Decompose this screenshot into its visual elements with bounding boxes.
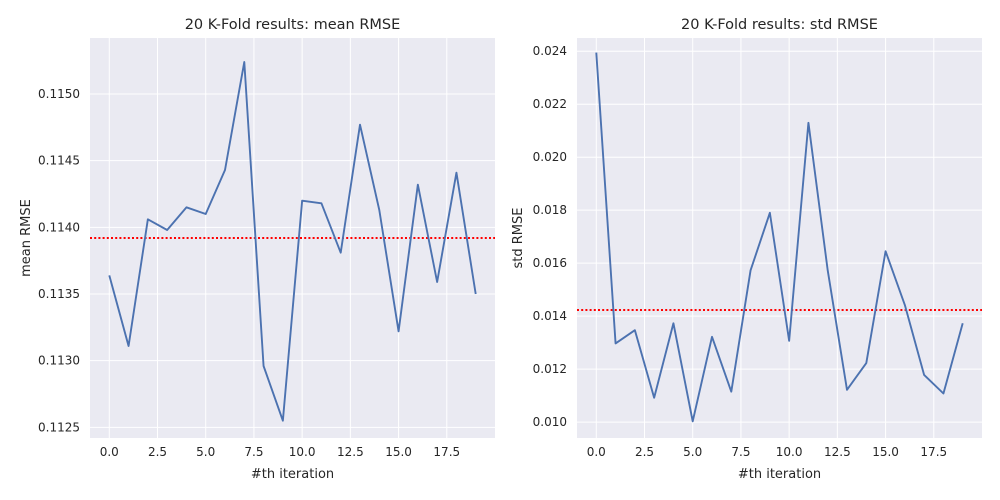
chart-title: 20 K-Fold results: std RMSE <box>681 17 878 33</box>
chart-title: 20 K-Fold results: mean RMSE <box>185 17 401 33</box>
x-tick-label: 15.0 <box>385 445 412 459</box>
y-tick-label: 0.024 <box>533 44 567 58</box>
x-tick-label: 12.5 <box>337 445 364 459</box>
x-tick-label: 17.5 <box>920 445 947 459</box>
y-tick-label: 0.020 <box>533 150 567 164</box>
y-tick-label: 0.012 <box>533 362 567 376</box>
x-tick-label: 10.0 <box>289 445 316 459</box>
x-tick-label: 2.5 <box>148 445 167 459</box>
x-tick-label: 10.0 <box>776 445 803 459</box>
y-tick-labels: 0.1125 0.1130 0.1135 0.1140 0.1145 0.1150 <box>38 87 80 434</box>
y-tick-label: 0.1130 <box>38 354 80 368</box>
y-tick-label: 0.018 <box>533 203 567 217</box>
series-line <box>595 52 964 423</box>
y-axis-label: mean RMSE <box>19 199 34 277</box>
y-tick-label: 0.1150 <box>38 87 80 101</box>
y-tick-label: 0.1145 <box>38 154 80 168</box>
x-tick-label: 0.0 <box>587 445 606 459</box>
data-points <box>109 61 476 421</box>
x-tick-labels: 0.0 2.5 5.0 7.5 10.0 12.5 15.0 17.5 <box>587 445 947 459</box>
y-tick-label: 0.014 <box>533 309 567 323</box>
x-tick-label: 7.5 <box>244 445 263 459</box>
x-tick-label: 12.5 <box>824 445 851 459</box>
plot-area <box>577 38 982 438</box>
data-points <box>596 52 963 422</box>
x-tick-label: 15.0 <box>872 445 899 459</box>
y-tick-labels: 0.010 0.012 0.014 0.016 0.018 0.020 0.022 0.024 <box>533 44 567 429</box>
y-tick-label: 0.016 <box>533 256 567 270</box>
series-line <box>108 61 477 422</box>
x-tick-label: 17.5 <box>433 445 460 459</box>
std-rmse-chart: 0.0 2.5 5.0 7.5 10.0 12.5 15.0 17.5 0.0100.0120… <box>511 17 982 482</box>
y-grid <box>90 93 495 428</box>
x-tick-label: 2.5 <box>635 445 654 459</box>
x-tick-label: 0.0 <box>100 445 119 459</box>
x-tick-label: 5.0 <box>683 445 702 459</box>
x-tick-label: 5.0 <box>196 445 215 459</box>
x-axis-label: #th iteration <box>251 467 334 482</box>
y-grid <box>577 50 982 423</box>
x-tick-labels: 0.0 2.5 5.0 7.5 10.0 12.5 15.0 17.5 <box>100 445 460 459</box>
y-tick-label: 0.1140 <box>38 220 80 234</box>
mean-rmse-chart: 0.0 2.5 5.0 7.5 10.0 12.5 15.0 17.5 0.1125 0.113… <box>19 17 495 482</box>
y-axis-label: std RMSE <box>511 208 526 269</box>
x-axis-label: #th iteration <box>738 467 821 482</box>
x-tick-label: 7.5 <box>731 445 750 459</box>
y-tick-label: 0.1125 <box>38 420 80 434</box>
y-tick-label: 0.022 <box>533 97 567 111</box>
y-tick-label: 0.010 <box>533 415 567 429</box>
y-tick-label: 0.1135 <box>38 287 80 301</box>
